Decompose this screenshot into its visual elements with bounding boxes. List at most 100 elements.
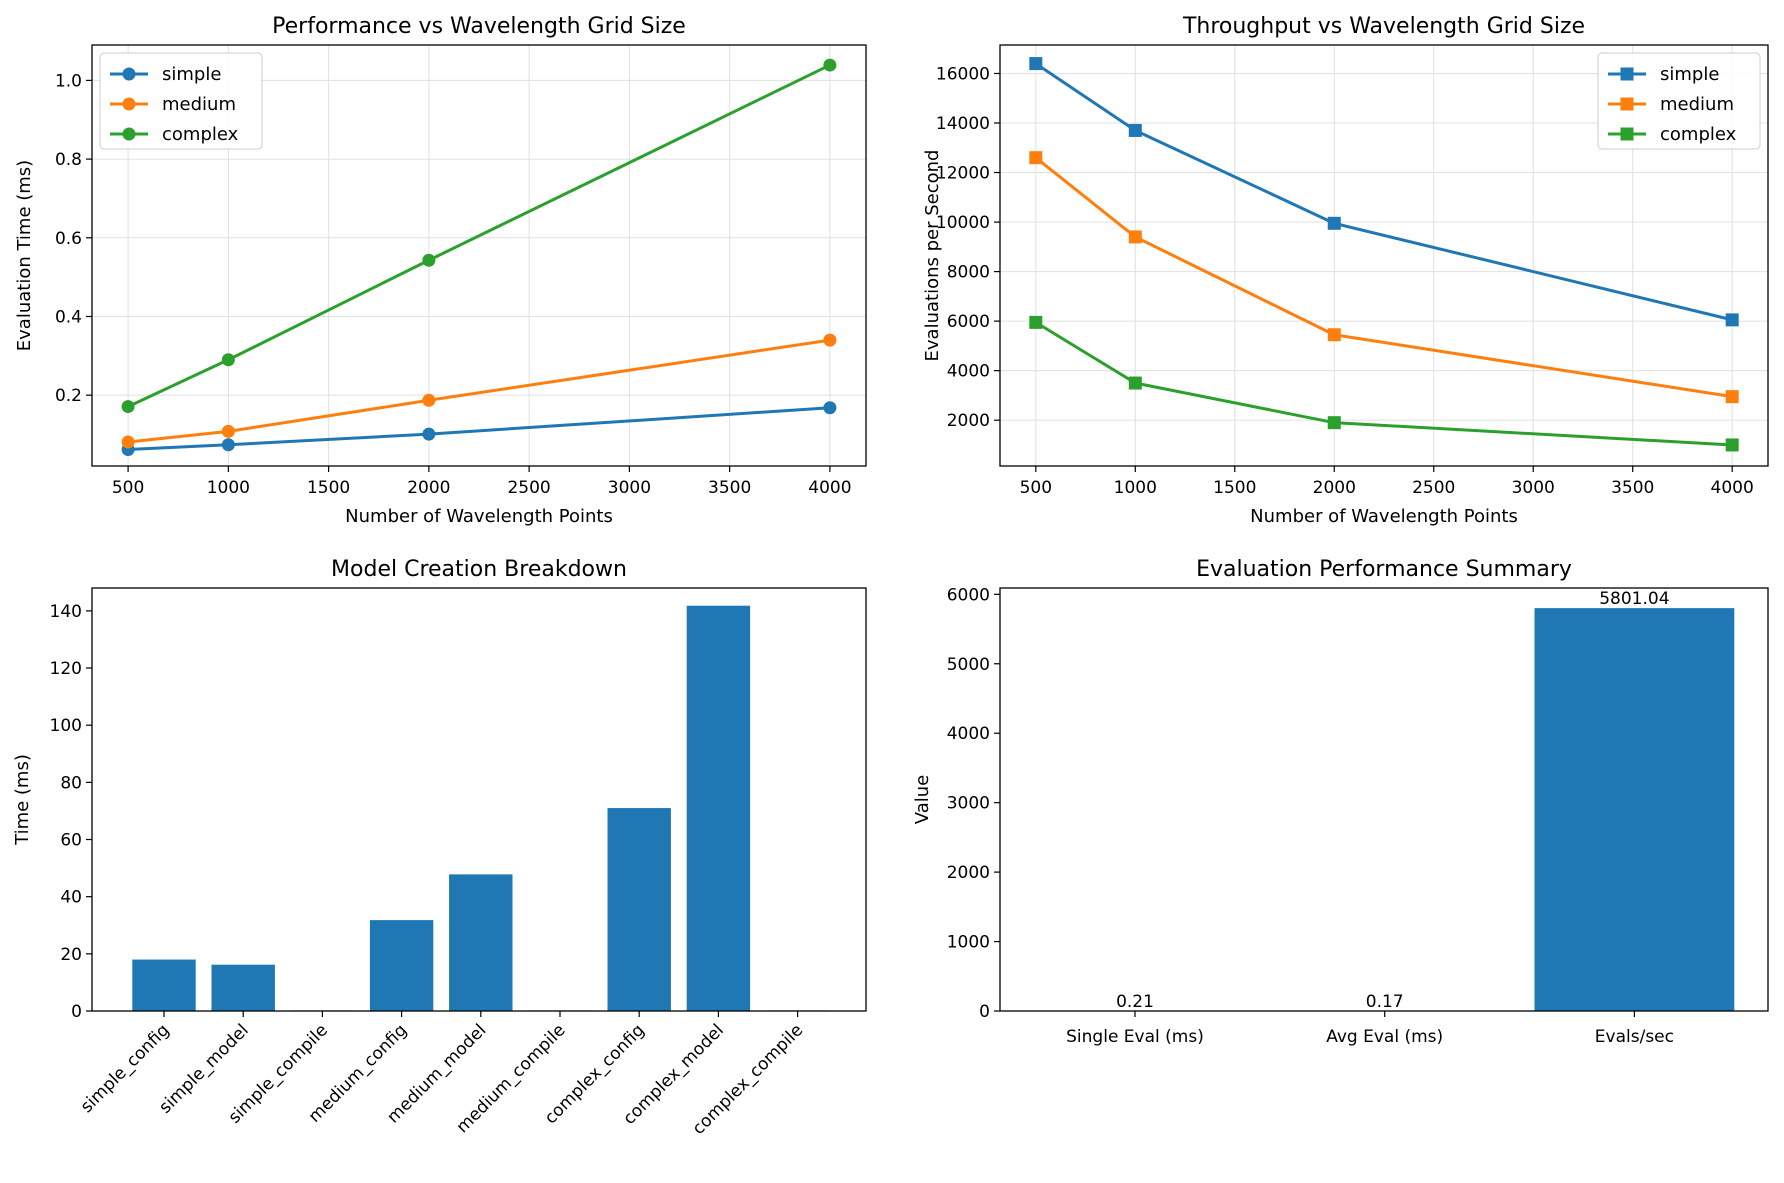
data-point-complex bbox=[221, 353, 235, 367]
y-tick-label: 4000 bbox=[947, 362, 990, 382]
legend-label-medium: medium bbox=[162, 94, 236, 115]
data-point-simple bbox=[422, 427, 436, 441]
bar-value-label: 0.21 bbox=[1116, 992, 1154, 1012]
summary-chart: 0.21 0.17 5801.04 Single Eval (ms) Avg Eval … bbox=[912, 557, 1769, 1047]
data-point-complex bbox=[1128, 376, 1142, 390]
x-tick-label: 3000 bbox=[1512, 478, 1555, 498]
legend-marker-medium bbox=[1620, 97, 1634, 111]
y-tick-label: 2000 bbox=[947, 863, 990, 883]
y-tick-label: 16000 bbox=[936, 64, 990, 84]
chart-title: Performance vs Wavelength Grid Size bbox=[272, 14, 686, 39]
x-tick-label: 3500 bbox=[708, 478, 751, 498]
x-tick-label: Single Eval (ms) bbox=[1066, 1027, 1204, 1047]
legend-label-simple: simple bbox=[162, 64, 221, 85]
plot-frame bbox=[91, 587, 867, 1012]
legend-label-simple: simple bbox=[1660, 64, 1719, 85]
data-point-medium bbox=[1725, 390, 1739, 404]
data-point-complex bbox=[121, 400, 135, 414]
data-point-complex bbox=[1725, 438, 1739, 452]
legend-marker-simple bbox=[1620, 67, 1634, 81]
plot-frame bbox=[999, 587, 1769, 1012]
y-axis-label: Value bbox=[912, 775, 933, 824]
y-axis-label: Evaluations per Second bbox=[922, 150, 943, 362]
y-tick-label: 1.0 bbox=[55, 71, 82, 91]
bar bbox=[1534, 608, 1735, 1011]
y-tick-label: 20 bbox=[60, 945, 82, 965]
bar bbox=[686, 605, 751, 1011]
legend-marker-complex bbox=[122, 127, 136, 141]
bar-value-label: 5801.04 bbox=[1599, 589, 1669, 609]
legend-label-complex: complex bbox=[162, 124, 239, 145]
series-line-medium bbox=[1034, 156, 1733, 399]
x-tick-label: 1000 bbox=[207, 478, 250, 498]
x-axis-label: Number of Wavelength Points bbox=[345, 506, 613, 527]
legend: simple medium complex bbox=[99, 52, 263, 150]
data-point-medium bbox=[121, 435, 135, 449]
data-point-simple bbox=[1327, 216, 1341, 230]
legend-label-complex: complex bbox=[1660, 124, 1737, 145]
y-tick-label: 0 bbox=[71, 1002, 82, 1022]
series-line-simple bbox=[128, 406, 831, 451]
x-tick-label: 2000 bbox=[407, 478, 450, 498]
data-point-complex bbox=[422, 253, 436, 267]
data-point-simple bbox=[823, 401, 837, 415]
bar bbox=[132, 959, 196, 1011]
y-tick-label: 60 bbox=[60, 831, 82, 851]
y-tick-label: 0.2 bbox=[55, 386, 82, 406]
y-tick-label: 4000 bbox=[947, 724, 990, 744]
series-line-medium bbox=[127, 338, 831, 444]
legend: simple medium complex bbox=[1597, 52, 1761, 150]
bar bbox=[369, 920, 434, 1011]
x-tick-label: 4000 bbox=[808, 478, 851, 498]
data-point-simple bbox=[1128, 123, 1142, 137]
data-point-medium bbox=[422, 393, 436, 407]
series-line-simple bbox=[1034, 62, 1733, 322]
y-tick-label: 1000 bbox=[947, 933, 990, 953]
x-axis-label: Number of Wavelength Points bbox=[1250, 506, 1518, 527]
y-tick-label: 100 bbox=[50, 716, 82, 736]
data-point-simple bbox=[1029, 57, 1043, 71]
series-line-complex bbox=[127, 63, 831, 408]
y-tick-label: 0.8 bbox=[55, 150, 82, 170]
x-tick-label: 1500 bbox=[307, 478, 350, 498]
y-tick-label: 80 bbox=[60, 773, 82, 793]
x-tick-label: 2500 bbox=[507, 478, 550, 498]
y-tick-label: 0 bbox=[979, 1002, 990, 1022]
chart-title: Model Creation Breakdown bbox=[331, 557, 627, 582]
y-axis-label: Time (ms) bbox=[12, 754, 33, 846]
y-tick-label: 140 bbox=[50, 602, 82, 622]
data-point-medium bbox=[1128, 230, 1142, 244]
legend-box bbox=[99, 52, 263, 150]
series-line-complex bbox=[1035, 321, 1733, 447]
x-tick-label: 1500 bbox=[1213, 478, 1256, 498]
x-tick-label: 3500 bbox=[1611, 478, 1654, 498]
bar-value-label: 0.17 bbox=[1366, 992, 1404, 1012]
x-tick-label: 2000 bbox=[1313, 478, 1356, 498]
bar bbox=[211, 964, 275, 1011]
x-tick-label: 500 bbox=[1020, 478, 1052, 498]
x-tick-label: 4000 bbox=[1711, 478, 1754, 498]
breakdown-chart: simple_configsimple_modelsimple_compilem… bbox=[12, 557, 867, 1139]
x-tick-label: 3000 bbox=[608, 478, 651, 498]
y-tick-label: 12000 bbox=[936, 164, 990, 184]
y-tick-label: 6000 bbox=[947, 585, 990, 605]
y-tick-label: 0.6 bbox=[55, 229, 82, 249]
y-tick-label: 0.4 bbox=[55, 307, 82, 327]
data-point-medium bbox=[823, 333, 837, 347]
y-tick-label: 10000 bbox=[936, 213, 990, 233]
plot-frame bbox=[999, 44, 1769, 467]
bar bbox=[449, 874, 513, 1011]
chart-title: Evaluation Performance Summary bbox=[1196, 557, 1572, 582]
data-point-complex bbox=[1327, 416, 1341, 430]
y-tick-label: 120 bbox=[50, 659, 82, 679]
x-tick-label: 2500 bbox=[1412, 478, 1455, 498]
y-tick-label: 14000 bbox=[936, 114, 990, 134]
data-point-simple bbox=[1725, 313, 1739, 327]
y-tick-label: 8000 bbox=[947, 263, 990, 283]
legend-label-medium: medium bbox=[1660, 94, 1734, 115]
legend-marker-complex bbox=[1620, 127, 1634, 141]
perf-chart: 500 1000 1500 2000 2500 3000 3500 4000 0.2 0.4 0.6… bbox=[14, 14, 867, 527]
data-point-complex bbox=[823, 58, 837, 72]
x-tick-label: Avg Eval (ms) bbox=[1326, 1027, 1443, 1047]
plot-frame bbox=[91, 44, 867, 467]
